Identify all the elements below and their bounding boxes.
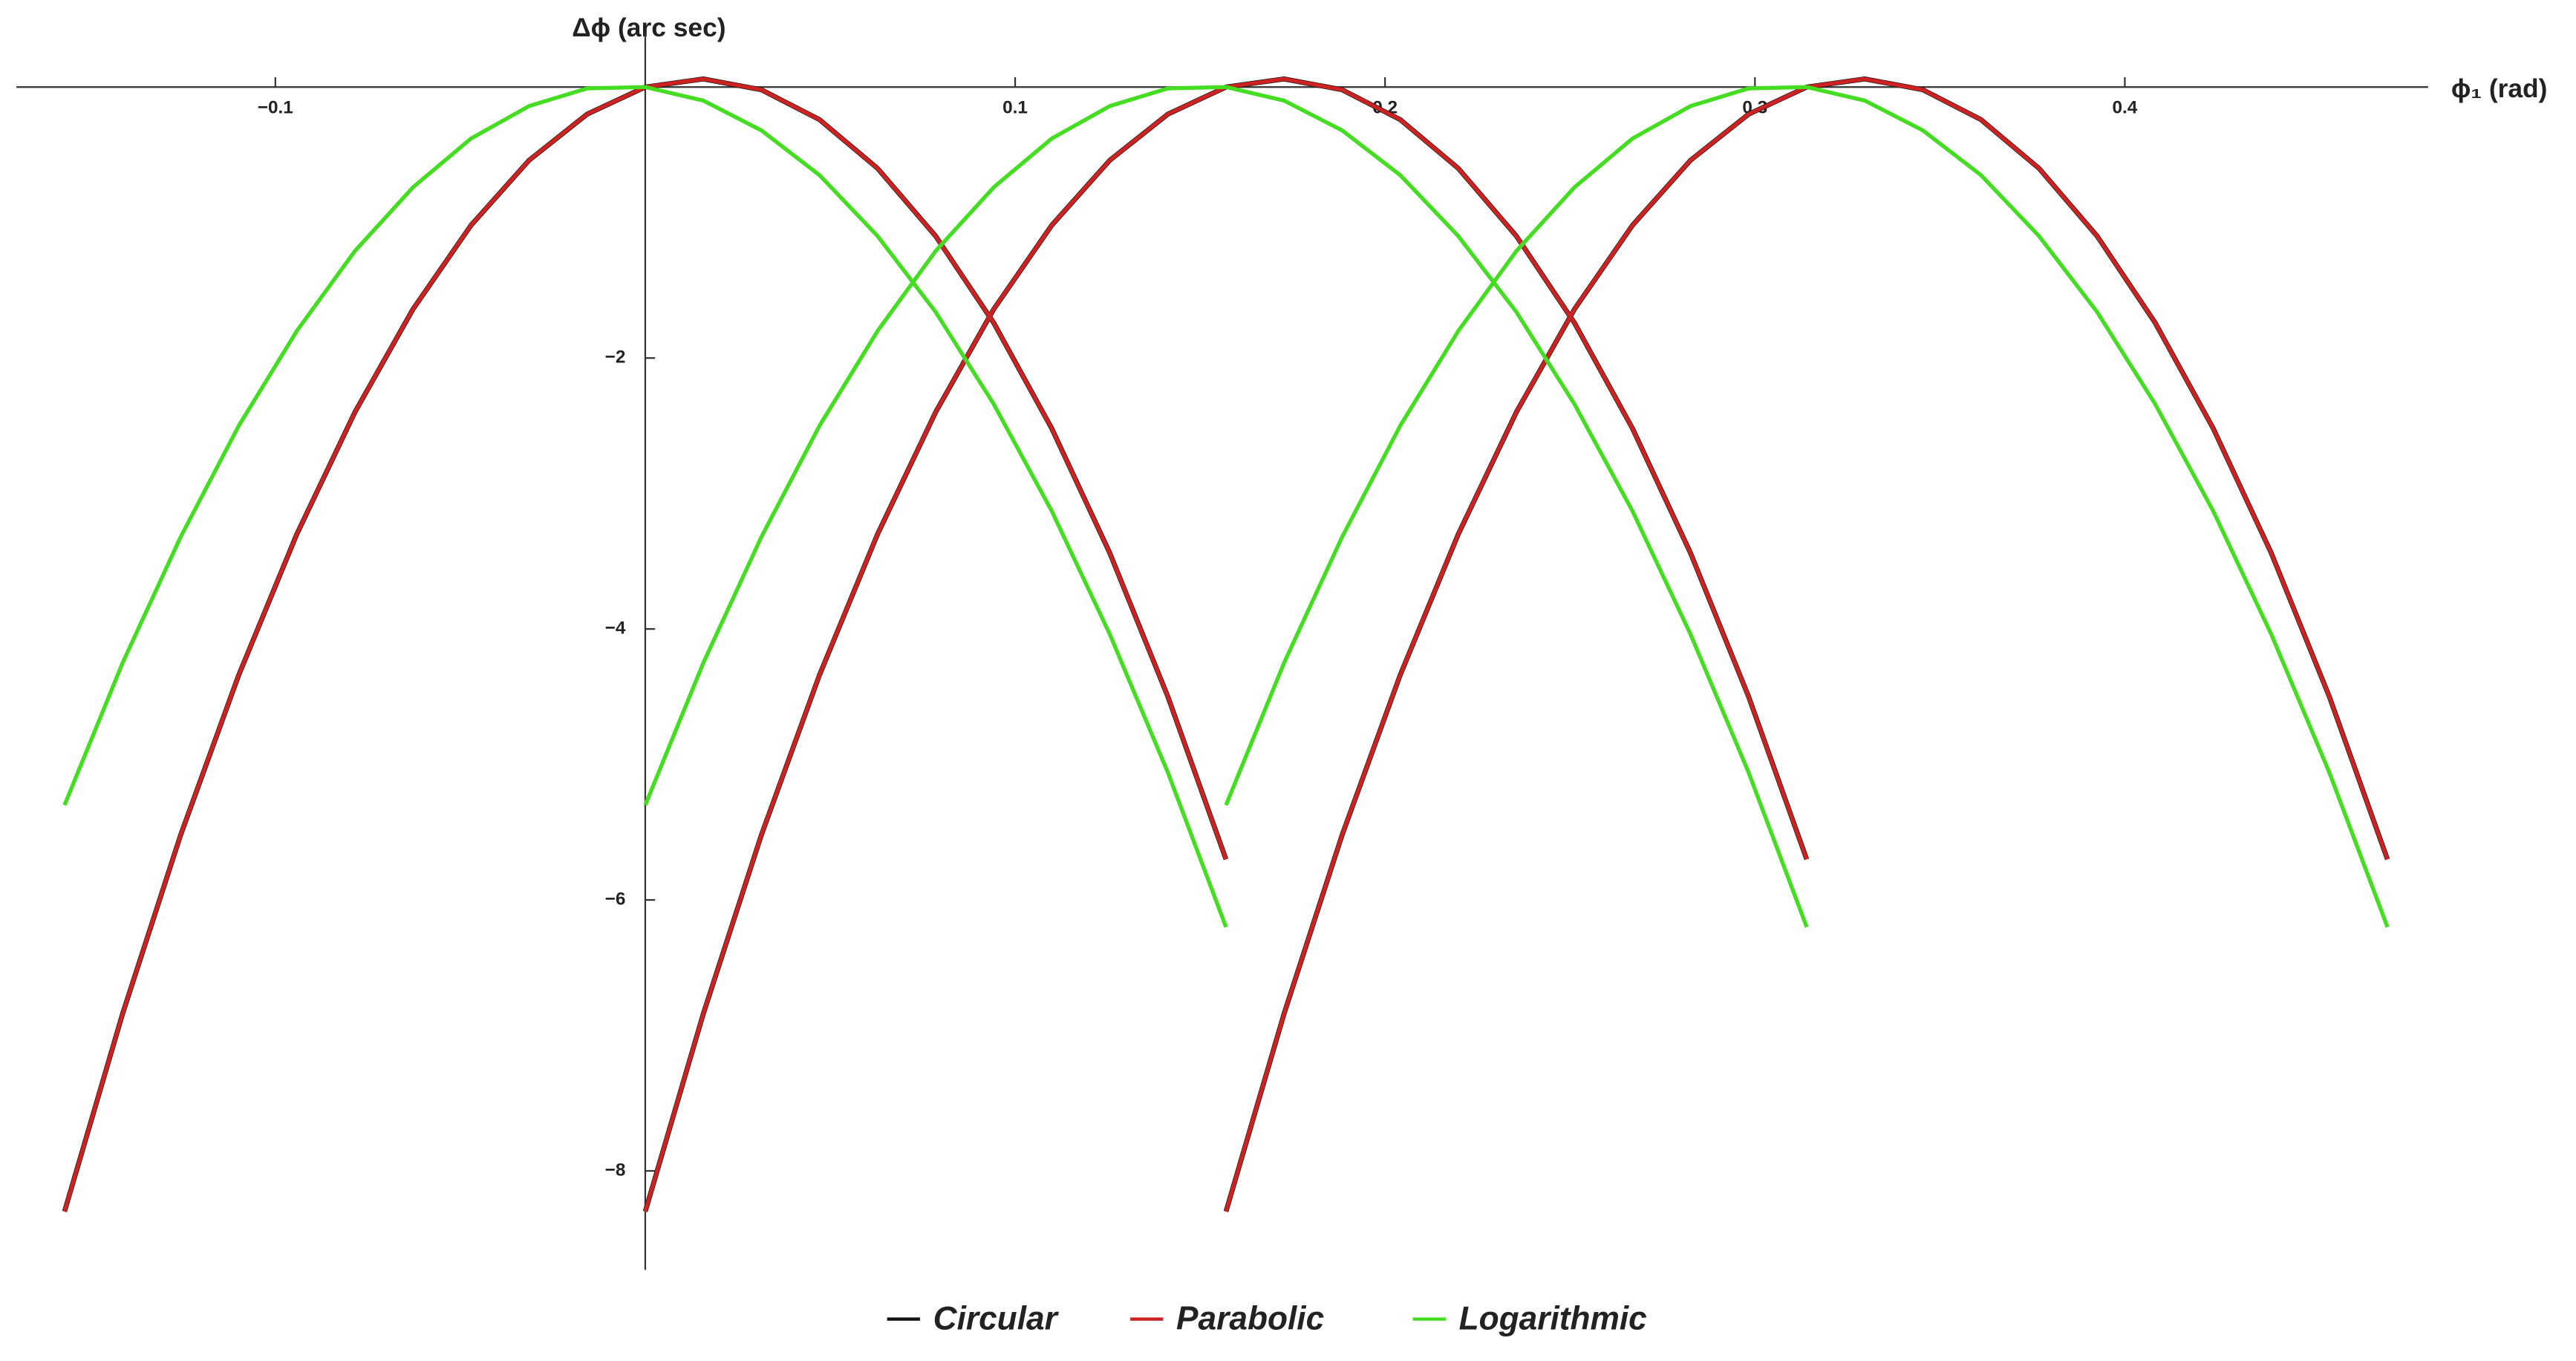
y-tick-label: −2 <box>605 347 626 368</box>
x-tick-label: 0.1 <box>1002 97 1028 117</box>
y-tick-label: −8 <box>605 1160 626 1180</box>
legend-label: Logarithmic <box>1459 1300 1647 1336</box>
line-series <box>62 85 2390 928</box>
x-tick-label: −0.1 <box>258 97 293 117</box>
line-series <box>62 76 2390 1213</box>
y-tick-label: −4 <box>605 619 626 639</box>
legend-label: Parabolic <box>1176 1300 1324 1336</box>
legend-label: Circular <box>933 1300 1060 1336</box>
y-tick-label: −6 <box>605 889 626 909</box>
line-series <box>62 76 2390 1213</box>
x-axis-label: ϕ₁ (rad) <box>2451 74 2548 103</box>
y-axis-label: Δϕ (arc sec) <box>572 13 725 42</box>
x-tick-label: 0.4 <box>2113 97 2138 117</box>
